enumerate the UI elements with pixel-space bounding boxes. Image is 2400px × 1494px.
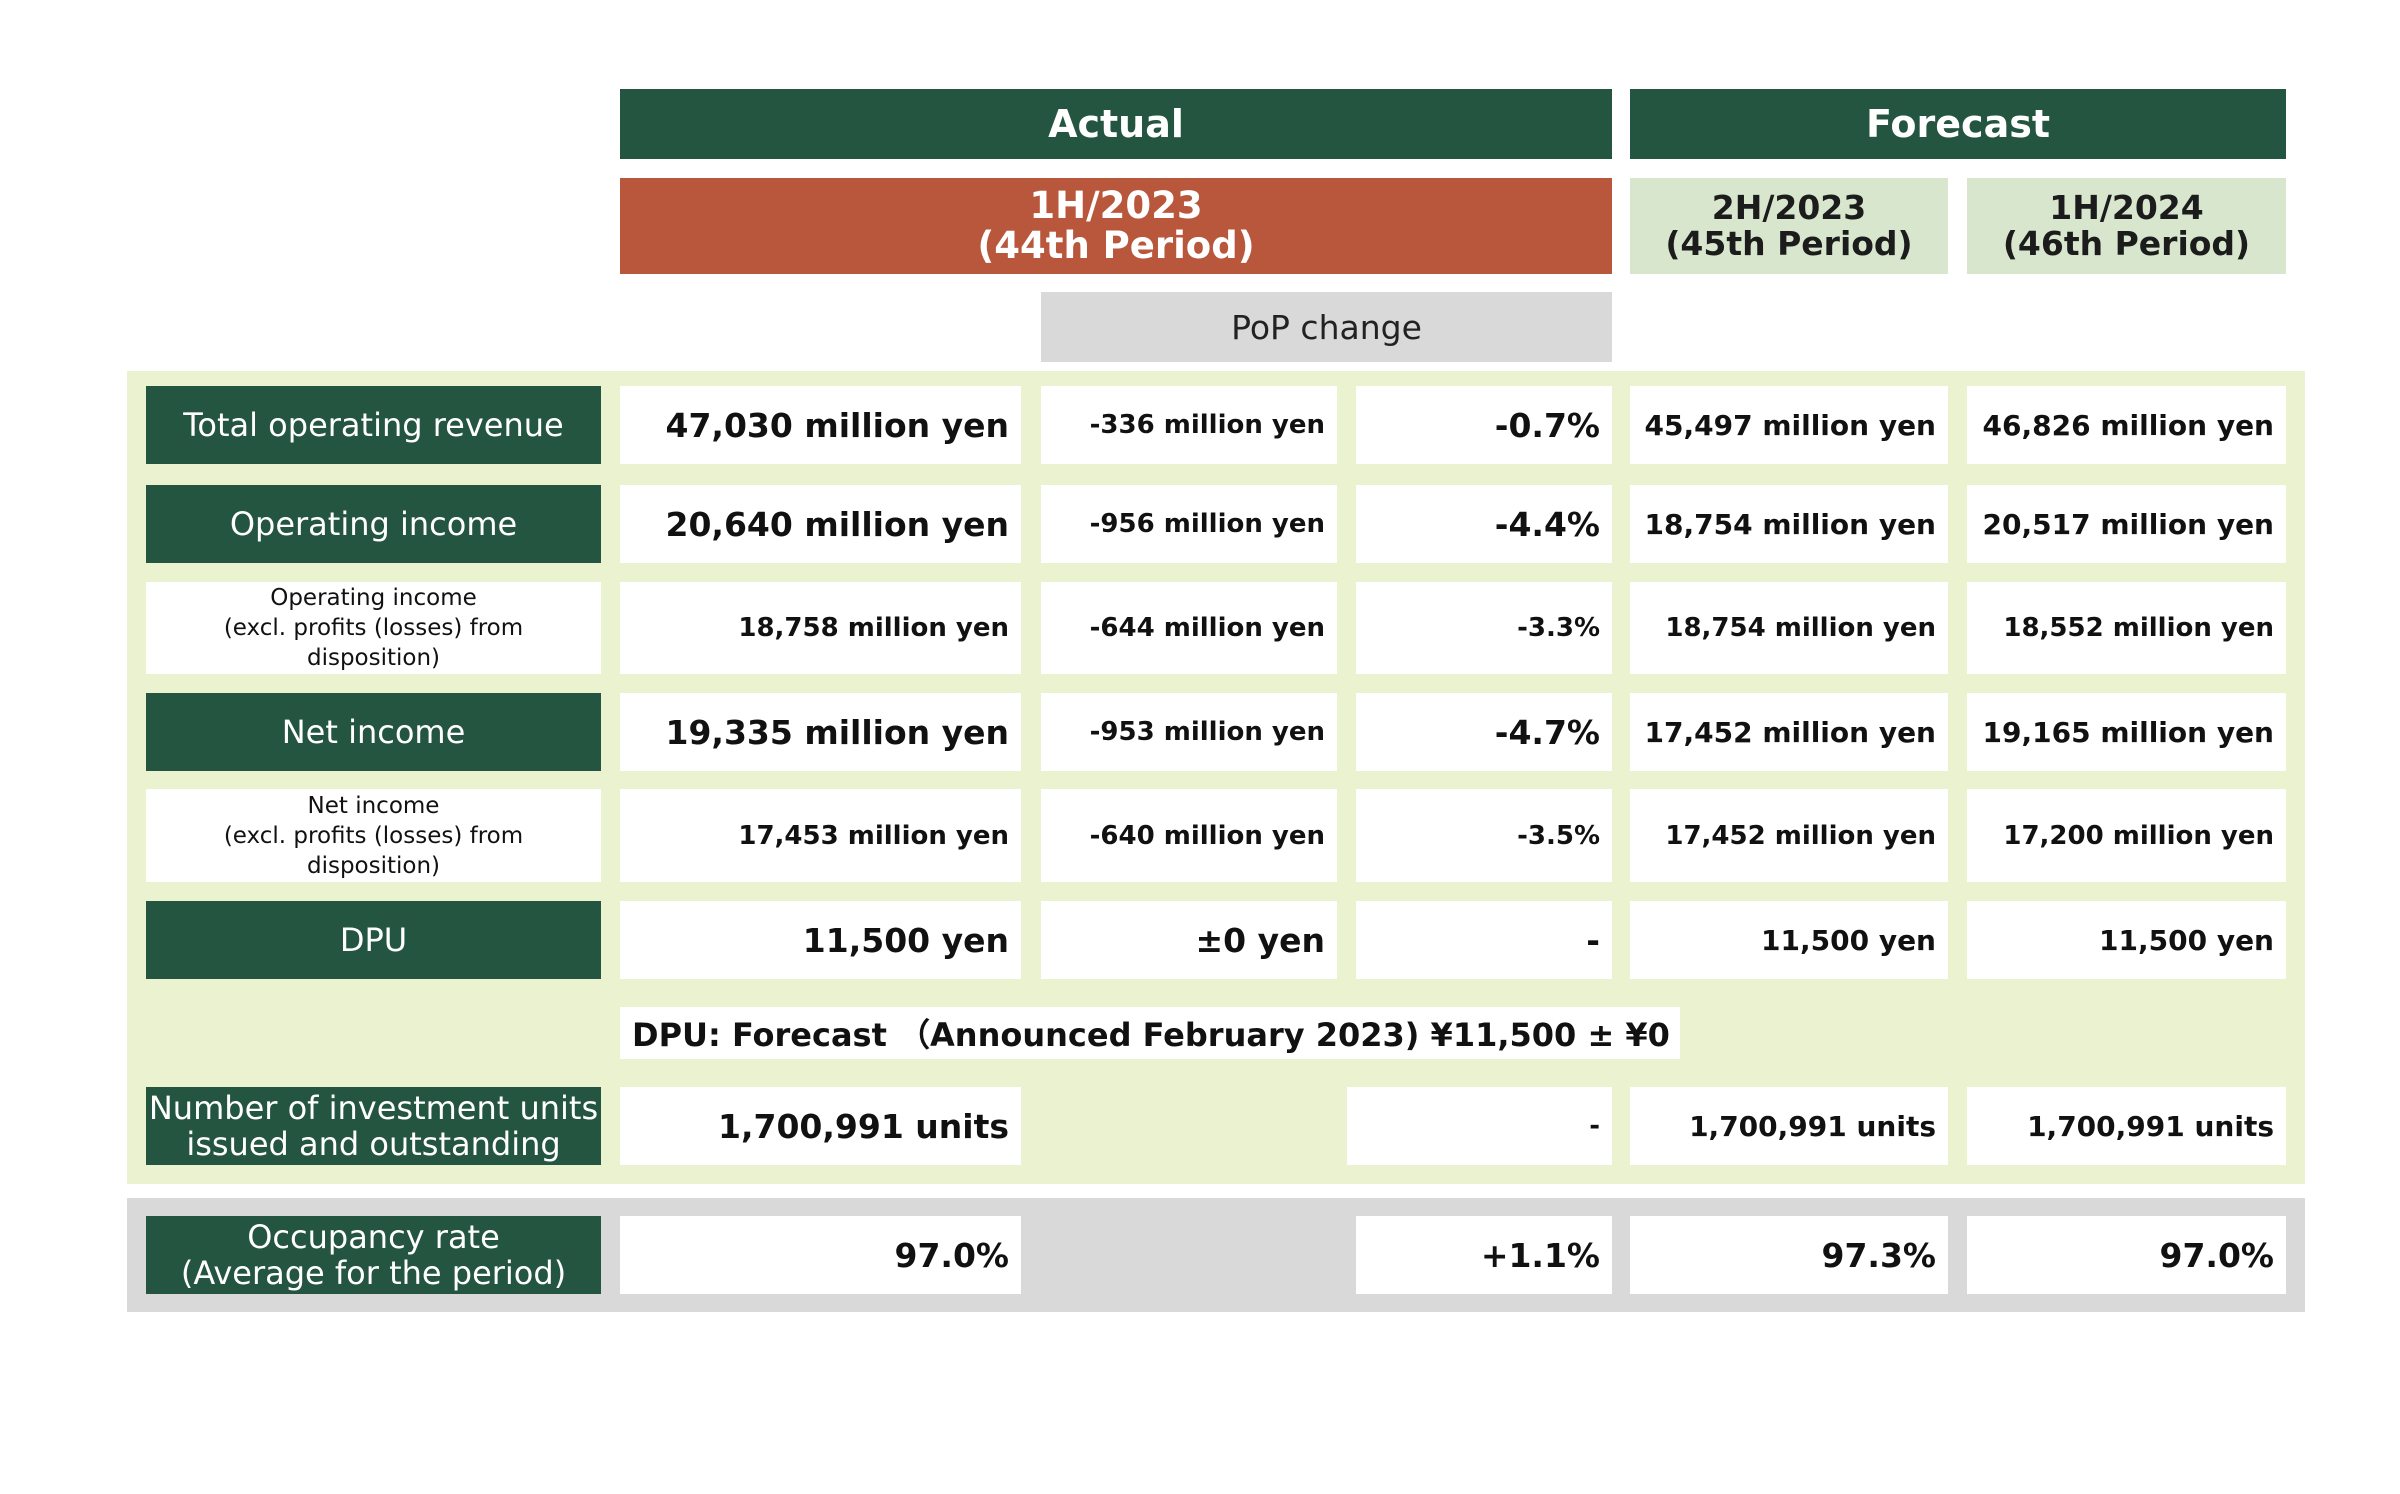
period-f1-line1: 2H/2023: [1711, 188, 1867, 227]
cell-netinc-excl-change: -640 million yen: [1041, 789, 1337, 882]
cell-opinc-f2: 20,517 million yen: [1967, 485, 2286, 563]
label-occupancy-rate: Occupancy rate (Average for the period): [146, 1216, 601, 1294]
cell-netinc-excl-actual: 17,453 million yen: [620, 789, 1021, 882]
cell-netinc-f1: 17,452 million yen: [1630, 693, 1948, 771]
cell-dpu-actual: 11,500 yen: [620, 901, 1021, 979]
label-line1: Operating income: [270, 585, 477, 611]
cell-opinc-excl-f2: 18,552 million yen: [1967, 582, 2286, 674]
label-text: DPU: [339, 921, 408, 959]
label-text: Operating income: [229, 505, 518, 543]
label-investment-units: Number of investment units issued and ou…: [146, 1087, 601, 1165]
cell-opinc-excl-pct: -3.3%: [1356, 582, 1612, 674]
label-line2: (excl. profits (losses) from: [223, 822, 524, 849]
cell-netinc-excl-f1: 17,452 million yen: [1630, 789, 1948, 882]
label-dpu: DPU: [146, 901, 601, 979]
cell-opinc-excl-change: -644 million yen: [1041, 582, 1337, 674]
label-line1: Occupancy rate: [247, 1218, 500, 1256]
cell-dpu-change: ±0 yen: [1041, 901, 1337, 979]
dpu-forecast-note: DPU: Forecast （Announced February 2023) …: [620, 1007, 1680, 1059]
period-f2-line1: 1H/2024: [2049, 188, 2204, 227]
cell-netinc-pct: -4.7%: [1356, 693, 1612, 771]
cell-netinc-excl-pct: -3.5%: [1356, 789, 1612, 882]
label-operating-income: Operating income: [146, 485, 601, 563]
period-forecast-1-header: 2H/2023 (45th Period): [1630, 178, 1948, 274]
cell-netinc-actual: 19,335 million yen: [620, 693, 1021, 771]
cell-revenue-change: -336 million yen: [1041, 386, 1337, 464]
period-actual-line1: 1H/2023: [1029, 184, 1203, 227]
label-line1: Number of investment units: [148, 1089, 599, 1127]
label-net-income-excl: Net income (excl. profits (losses) from …: [146, 789, 601, 882]
label-line2: (excl. profits (losses) from: [223, 615, 524, 641]
cell-occupancy-pct: +1.1%: [1356, 1216, 1612, 1294]
cell-opinc-pct: -4.4%: [1356, 485, 1612, 563]
label-operating-income-excl: Operating income (excl. profits (losses)…: [146, 582, 601, 674]
cell-occupancy-actual: 97.0%: [620, 1216, 1021, 1294]
period-f1-line2: (45th Period): [1665, 224, 1913, 263]
actual-header: Actual: [620, 89, 1612, 159]
cell-dpu-f2: 11,500 yen: [1967, 901, 2286, 979]
cell-opinc-excl-f1: 18,754 million yen: [1630, 582, 1948, 674]
label-line2: (Average for the period): [180, 1254, 567, 1292]
period-actual-header: 1H/2023 (44th Period): [620, 178, 1612, 274]
cell-units-pct: -: [1347, 1087, 1612, 1165]
cell-occupancy-f2: 97.0%: [1967, 1216, 2286, 1294]
label-net-income: Net income: [146, 693, 601, 771]
cell-dpu-f1: 11,500 yen: [1630, 901, 1948, 979]
cell-netinc-f2: 19,165 million yen: [1967, 693, 2286, 771]
cell-units-f1: 1,700,991 units: [1630, 1087, 1948, 1165]
pop-change-header: PoP change: [1041, 292, 1612, 362]
period-forecast-2-header: 1H/2024 (46th Period): [1967, 178, 2286, 274]
label-line3: disposition): [306, 645, 441, 671]
cell-units-f2: 1,700,991 units: [1967, 1087, 2286, 1165]
forecast-header: Forecast: [1630, 89, 2286, 159]
label-total-operating-revenue: Total operating revenue: [146, 386, 601, 464]
period-actual-line2: (44th Period): [977, 224, 1255, 267]
label-text: Total operating revenue: [183, 406, 564, 444]
period-f2-line2: (46th Period): [2002, 224, 2251, 263]
label-line2: issued and outstanding: [186, 1125, 561, 1163]
cell-opinc-change: -956 million yen: [1041, 485, 1337, 563]
cell-revenue-actual: 47,030 million yen: [620, 386, 1021, 464]
cell-opinc-actual: 20,640 million yen: [620, 485, 1021, 563]
cell-revenue-f1: 45,497 million yen: [1630, 386, 1948, 464]
cell-netinc-excl-f2: 17,200 million yen: [1967, 789, 2286, 882]
cell-netinc-change: -953 million yen: [1041, 693, 1337, 771]
cell-opinc-excl-actual: 18,758 million yen: [620, 582, 1021, 674]
label-text: Net income: [281, 713, 466, 751]
label-line3: disposition): [306, 852, 441, 879]
label-line1: Net income: [307, 792, 440, 819]
cell-revenue-pct: -0.7%: [1356, 386, 1612, 464]
cell-dpu-pct: -: [1356, 901, 1612, 979]
cell-revenue-f2: 46,826 million yen: [1967, 386, 2286, 464]
cell-units-actual: 1,700,991 units: [620, 1087, 1021, 1165]
cell-occupancy-f1: 97.3%: [1630, 1216, 1948, 1294]
cell-opinc-f1: 18,754 million yen: [1630, 485, 1948, 563]
